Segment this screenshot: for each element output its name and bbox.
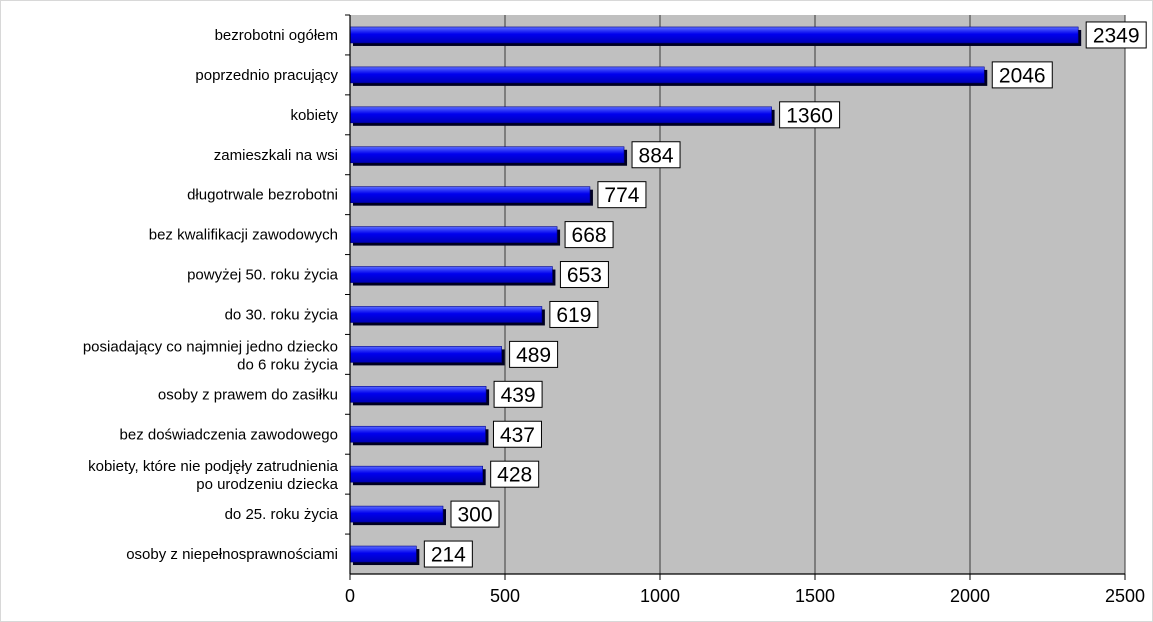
x-tick-label: 1500 [795,586,835,606]
value-label-box [559,261,609,289]
value-label-box [490,460,540,488]
plot-background [350,15,1125,574]
value-label-box [597,181,647,209]
value-label: 619 [556,304,591,327]
value-label: 214 [431,544,466,567]
category-labels: bezrobotni ogółem poprzednio pracujący kob… [83,27,339,563]
value-label: 439 [501,384,536,407]
value-label: 300 [457,504,492,527]
value-label-box [450,500,500,528]
x-tick-label: 0 [345,586,355,606]
axes [345,14,1126,580]
value-label-box [493,380,543,408]
category-label: powyżej 50. roku życia [187,267,339,284]
value-label-box [779,101,841,129]
bars [349,26,1082,566]
category-label: kobiety [290,107,338,124]
value-label: 884 [639,144,674,167]
category-label: osoby z prawem do zasiłku [158,386,338,403]
value-label: 437 [500,424,535,447]
category-label: bez kwalifikacji zawodowych [149,227,338,244]
bar [349,66,985,84]
value-label-box [423,540,473,568]
category-label: długotrwale bezrobotni [187,187,338,204]
bar [349,465,483,483]
value-label: 668 [572,224,607,247]
bar [349,505,444,523]
value-label: 2046 [999,64,1046,87]
bar [349,26,1079,44]
value-label: 2349 [1093,24,1140,47]
bar [349,266,553,283]
bar [349,106,772,124]
value-label-box [991,61,1053,89]
category-label: do 25. roku życia [225,506,339,523]
category-label: do 30. roku życia [225,306,339,323]
bar [349,545,417,563]
category-label: kobiety, które nie podjęły zatrudnienia p… [88,458,339,493]
bar [349,425,486,443]
value-label: 653 [567,264,602,287]
bar [349,306,543,323]
value-label-box [1085,21,1147,49]
plot-area [350,15,1125,574]
category-label: poprzednio pracujący [195,67,338,84]
category-label: osoby z niepełnosprawnościami [126,546,338,563]
bar [349,146,625,164]
value-label-box [492,420,542,448]
x-tick-label: 2000 [950,586,990,606]
x-tick-label: 2500 [1105,586,1145,606]
category-label: bezrobotni ogółem [215,27,338,44]
x-tick-label: 1000 [640,586,680,606]
x-tick-labels: 0 500 1000 1500 2000 2500 [345,586,1145,606]
value-label-box [509,340,559,368]
x-tick-label: 500 [490,586,520,606]
category-label: zamieszkali na wsi [214,147,338,164]
value-label: 1360 [786,104,833,127]
value-label-box [549,300,599,328]
category-label: bez doświadczenia zawodowego [120,426,338,443]
value-label: 774 [604,184,639,207]
bar [349,186,591,203]
category-label: posiadający co najmniej jedno dziecko do … [83,338,339,373]
bar [349,226,558,243]
value-label: 489 [516,344,551,367]
value-label: 428 [497,464,532,487]
value-label-box [564,221,614,249]
bar [349,386,487,403]
bar [349,346,502,363]
value-label-box [631,141,681,169]
